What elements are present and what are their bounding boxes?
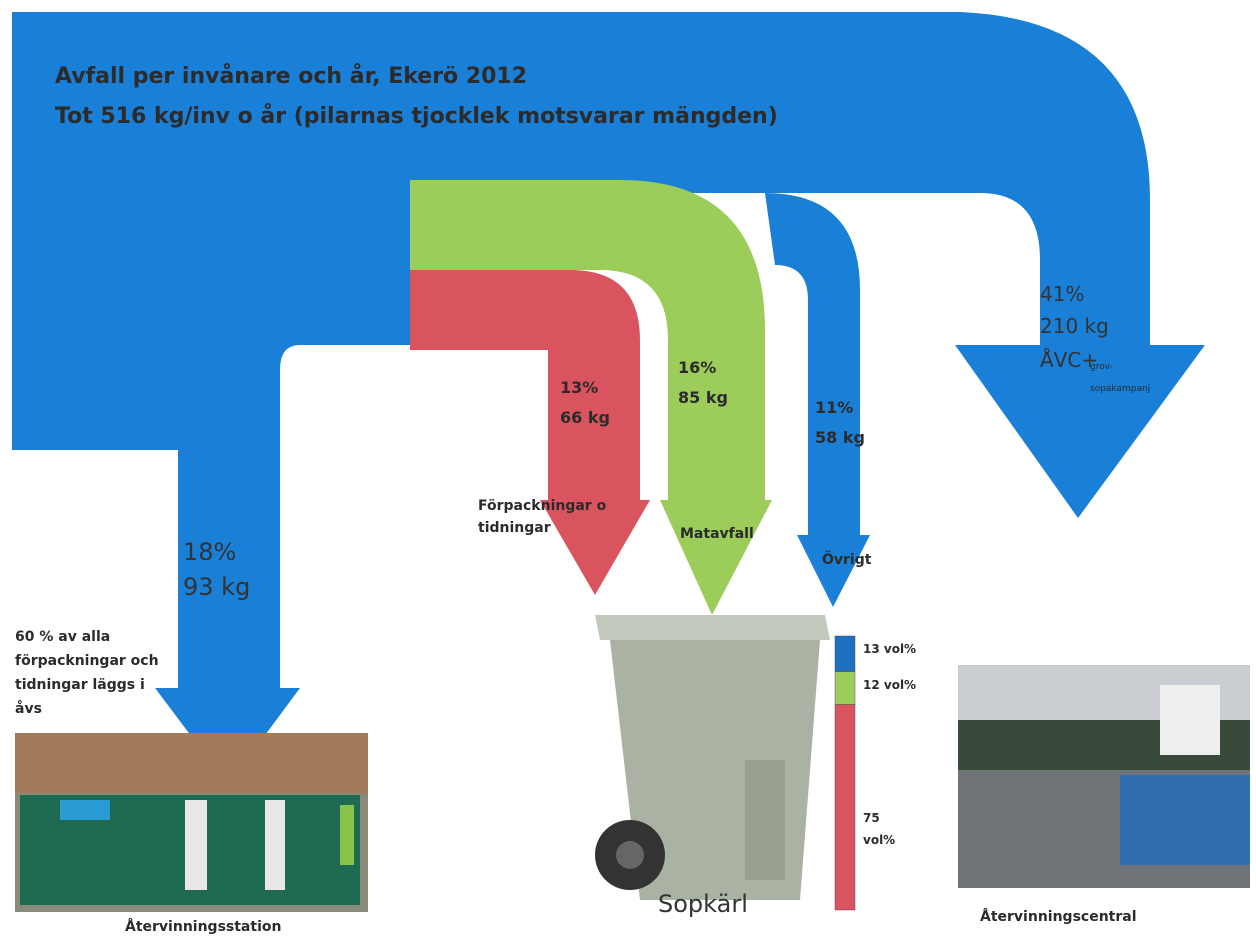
graphics	[0, 0, 1256, 936]
flow-label: Matavfall	[680, 522, 754, 546]
volume-segment	[835, 705, 855, 911]
photo-station	[15, 733, 368, 912]
flow-percent: 18%	[183, 538, 236, 566]
flow-label: Övrigt	[822, 548, 871, 572]
title: Avfall per invånare och år, Ekerö 2012	[55, 64, 527, 89]
volume-label: 75 vol%	[863, 807, 903, 851]
arrow-forpackningar	[410, 270, 650, 595]
trash-bin	[595, 615, 830, 900]
diagram: Avfall per invånare och år, Ekerö 2012 T…	[0, 0, 1256, 936]
photo-central	[958, 665, 1250, 888]
flow-amount: 85 kg	[678, 388, 728, 407]
subtitle: Tot 516 kg/inv o år (pilarnas tjocklek m…	[55, 104, 778, 129]
flow-amount: 58 kg	[815, 428, 865, 447]
flow-amount: 93 kg	[183, 573, 250, 601]
flow-percent: 16%	[678, 358, 716, 377]
flow-percent: 11%	[815, 398, 853, 417]
volume-segment	[835, 636, 855, 672]
volume-label: 13 vol%	[863, 638, 953, 660]
flow-label: Förpackningar o tidningar	[478, 495, 628, 539]
volume-label: 12 vol%	[863, 674, 953, 696]
volume-segment	[835, 672, 855, 705]
flow-percent: 41%	[1040, 282, 1084, 306]
flow-amount: 210 kg	[1040, 314, 1109, 338]
destination: Återvinningscentral	[980, 905, 1137, 929]
flow-percent: 13%	[560, 378, 598, 397]
flow-sublabel: grov-sopakampanj	[1090, 356, 1160, 400]
flow-note: 60 % av alla förpackningar och tidningar…	[15, 625, 165, 721]
flow-amount: 66 kg	[560, 408, 610, 427]
destination: Återvinningsstation	[125, 915, 281, 936]
bin-label: Sopkärl	[658, 890, 748, 918]
